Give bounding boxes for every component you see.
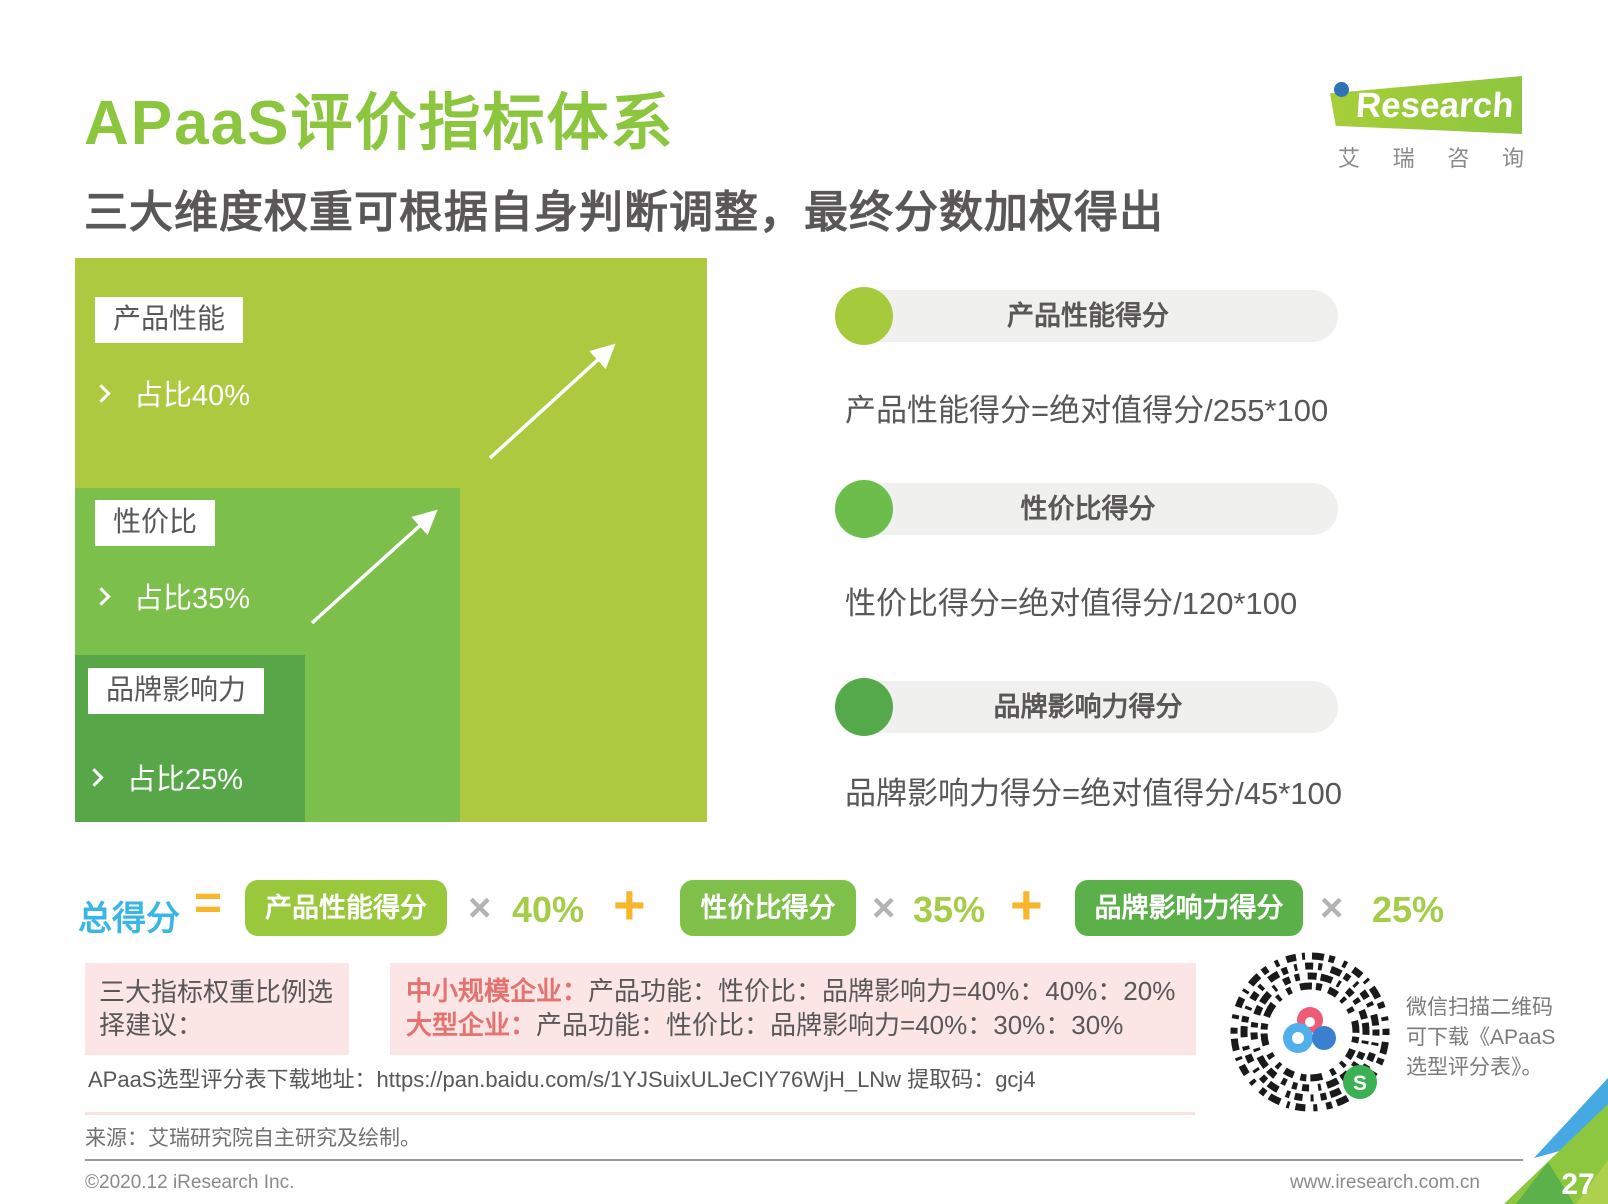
- footer-divider: [85, 1159, 1523, 1161]
- score-pill-product-performance: 产品性能得分: [835, 287, 1338, 345]
- advice-ratio-text: 产品功能：性价比：品牌影响力=40%：30%：30%: [536, 1010, 1124, 1040]
- dimension-share: 占比40%: [92, 372, 251, 414]
- green-dot-icon: [835, 480, 893, 538]
- qr-instruction: 微信扫描二维码可下载《APaaS选型评分表》。: [1406, 996, 1556, 1079]
- source-note: 来源：艾瑞研究院自主研究及绘制。: [85, 1127, 421, 1150]
- page-number: 27: [1561, 1168, 1594, 1201]
- total-score-label: 总得分: [78, 900, 180, 938]
- dimension-label: 性价比: [95, 500, 216, 546]
- copyright: ©2020.12 iResearch Inc.: [85, 1172, 295, 1193]
- chevron-bullet-icon: [92, 383, 111, 403]
- logo-cn-char: 瑞: [1392, 146, 1415, 171]
- chevron-bullet-icon: [92, 586, 111, 606]
- score-pill-title: 品牌影响力得分: [993, 692, 1183, 722]
- logo-cn-char: 咨: [1447, 146, 1470, 171]
- dimension-share-text: 占比35%: [134, 583, 251, 615]
- score-pill-cost-performance: 性价比得分: [835, 480, 1338, 538]
- weight-percent: 25%: [1372, 889, 1445, 930]
- download-address-row: APaaS选型评分表下载地址：https://pan.baidu.com/s/1…: [88, 1062, 1036, 1094]
- download-link[interactable]: https://pan.baidu.com/s/1YJSuixULJeCIY76…: [376, 1067, 902, 1092]
- logo-cn-char: 艾: [1338, 146, 1361, 171]
- logo-cn-char: 询: [1501, 146, 1524, 171]
- page-subtitle: 三大维度权重可根据自身判断调整，最终分数加权得出: [84, 188, 1164, 237]
- plus-icon: +: [1010, 873, 1043, 936]
- score-formula: 品牌影响力得分=绝对值得分/45*100: [845, 776, 1342, 811]
- iresearch-logo: Research: [1330, 76, 1522, 134]
- equation-chip-brand-influence: 品牌影响力得分: [1075, 880, 1303, 936]
- wechat-qr-code: S: [1230, 952, 1390, 1112]
- dimension-share-text: 占比40%: [134, 380, 251, 412]
- multiply-icon: ×: [1320, 886, 1344, 930]
- multiply-icon: ×: [872, 886, 896, 930]
- equals-icon: =: [194, 877, 223, 930]
- corner-decoration: 27: [1504, 1078, 1608, 1204]
- green-dot-icon: [835, 678, 893, 736]
- advice-company-label: 中小规模企业：: [406, 976, 589, 1006]
- weight-percent: 40%: [512, 889, 585, 930]
- score-pill-title: 性价比得分: [1020, 494, 1156, 524]
- website-url: www.iresearch.com.cn: [1289, 1172, 1480, 1193]
- dimension-share-text: 占比25%: [127, 764, 244, 796]
- score-formula: 产品性能得分=绝对值得分/255*100: [845, 393, 1329, 428]
- green-dot-icon: [835, 287, 893, 345]
- advice-detail-box: 中小规模企业：产品功能：性价比：品牌影响力=40%：40%：20% 大型企业：产…: [390, 963, 1196, 1055]
- multiply-icon: ×: [468, 886, 492, 930]
- baidu-pan-logo: [1283, 1007, 1336, 1053]
- equation-chip-cost-performance: 性价比得分: [680, 880, 856, 936]
- dimension-label: 产品性能: [95, 297, 244, 343]
- advice-ratio-text: 产品功能：性价比：品牌影响力=40%：40%：20%: [588, 976, 1176, 1006]
- weight-percent: 35%: [913, 889, 986, 930]
- chevron-bullet-icon: [85, 767, 104, 787]
- advice-row: 大型企业：产品功能：性价比：品牌影响力=40%：30%：30%: [406, 1008, 1180, 1042]
- plus-icon: +: [613, 873, 646, 936]
- pink-divider: [85, 1112, 1195, 1115]
- advice-row: 中小规模企业：产品功能：性价比：品牌影响力=40%：40%：20%: [406, 974, 1180, 1008]
- mini-program-badge: S: [1343, 1065, 1377, 1099]
- logo-i-dot-icon: [1334, 82, 1349, 97]
- svg-text:S: S: [1353, 1072, 1367, 1095]
- download-label: APaaS选型评分表下载地址：: [88, 1067, 377, 1092]
- score-pill-title: 产品性能得分: [1007, 301, 1169, 331]
- score-pill-brand-influence: 品牌影响力得分: [835, 678, 1338, 736]
- logo-brand-text: Research: [1354, 86, 1516, 125]
- advice-company-label: 大型企业：: [406, 1010, 537, 1040]
- growth-arrows-icon: [310, 343, 616, 625]
- dimension-label: 品牌影响力: [88, 668, 265, 714]
- advice-intro-box: 三大指标权重比例选择建议：: [85, 963, 349, 1055]
- dimension-share: 占比35%: [92, 575, 251, 617]
- download-code: 提取码：gcj4: [901, 1067, 1036, 1092]
- page-title: APaaS评价指标体系: [84, 89, 675, 158]
- dimension-share: 占比25%: [85, 756, 244, 798]
- equation-chip-product-performance: 产品性能得分: [245, 880, 447, 936]
- logo-chinese-name: 艾 瑞 咨 询: [1338, 141, 1524, 173]
- score-formula: 性价比得分=绝对值得分/120*100: [845, 586, 1298, 621]
